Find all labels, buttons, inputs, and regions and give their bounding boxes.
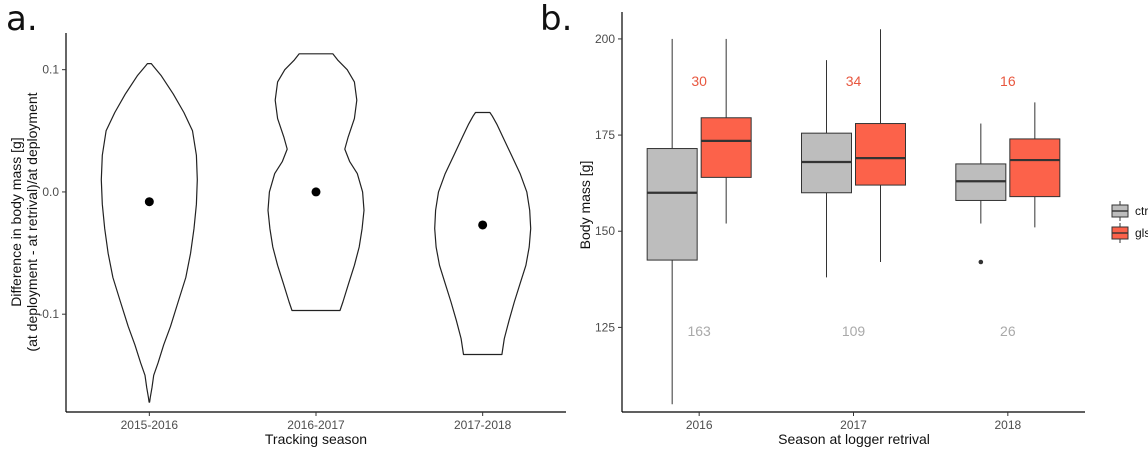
- panel-a-x-tick-label: 2017-2018: [454, 418, 512, 432]
- panel-b-y-axis-title: Body mass [g]: [577, 161, 593, 250]
- panel-b-gls-count-label: 16: [1000, 73, 1016, 89]
- panel-b-y-tick-label: 150: [595, 224, 615, 238]
- panel-b-y-tick-label: 200: [595, 32, 615, 46]
- panel-b-letter: b.: [540, 0, 572, 39]
- panel-b: b. Season at logger retrival Body mass […: [540, 0, 1148, 447]
- panel-b-ctrl-box: [646, 148, 698, 261]
- panel-a-x-tick-label: 2015-2016: [121, 418, 179, 432]
- panel-b-legend: ctrl gls: [1111, 201, 1148, 243]
- panel-a-y-tick-label: -0.1: [38, 307, 59, 321]
- panel-a-x-axis-title: Tracking season: [265, 431, 367, 447]
- panel-b-x-tick-label: 2017: [840, 418, 867, 432]
- panel-a-y-tick-label: 0.0: [42, 185, 59, 199]
- panel-a-violin: [434, 111, 532, 356]
- panel-b-y-tick-label: 175: [595, 128, 615, 142]
- panel-b-ctrl-count-label: 109: [842, 323, 866, 339]
- legend-label-gls: gls: [1135, 226, 1148, 240]
- panel-a-y-tick-label: 0.1: [42, 63, 59, 77]
- panel-a-median-point: [144, 197, 154, 207]
- panel-b-gls-box: [700, 117, 752, 178]
- panel-a-y-axis-title-line1: Difference in body mass [g]: [8, 137, 24, 306]
- panel-a-y-axis-title-line2: (at deployment - at retrival)/at deploym…: [24, 92, 40, 351]
- panel-a-x-tick-label: 2016-2017: [287, 418, 345, 432]
- panel-b-ctrl-count-label: 163: [687, 323, 711, 339]
- panel-b-x-axis-title: Season at logger retrival: [778, 431, 930, 447]
- panel-a-median-point: [311, 187, 321, 197]
- panel-b-ctrl-outlier: [978, 259, 984, 265]
- panel-b-gls-count-label: 30: [691, 73, 707, 89]
- panel-b-gls-box: [1009, 138, 1061, 198]
- panel-a-violin: [100, 63, 198, 403]
- panel-a-letter: a.: [6, 0, 38, 39]
- legend-label-ctrl: ctrl: [1135, 204, 1148, 218]
- panel-b-gls-box: [855, 123, 906, 186]
- panel-b-y-tick-label: 125: [595, 320, 615, 334]
- panel-b-gls-count-label: 34: [846, 73, 862, 89]
- panel-b-ctrl-count-label: 26: [1000, 323, 1016, 339]
- panel-b-x-tick-label: 2016: [686, 418, 713, 432]
- panel-a-median-point: [478, 220, 488, 230]
- panel-a-violin: [267, 53, 365, 312]
- panel-b-x-tick-label: 2018: [994, 418, 1021, 432]
- panel-a: a. Tracking season Difference in body ma…: [6, 0, 566, 447]
